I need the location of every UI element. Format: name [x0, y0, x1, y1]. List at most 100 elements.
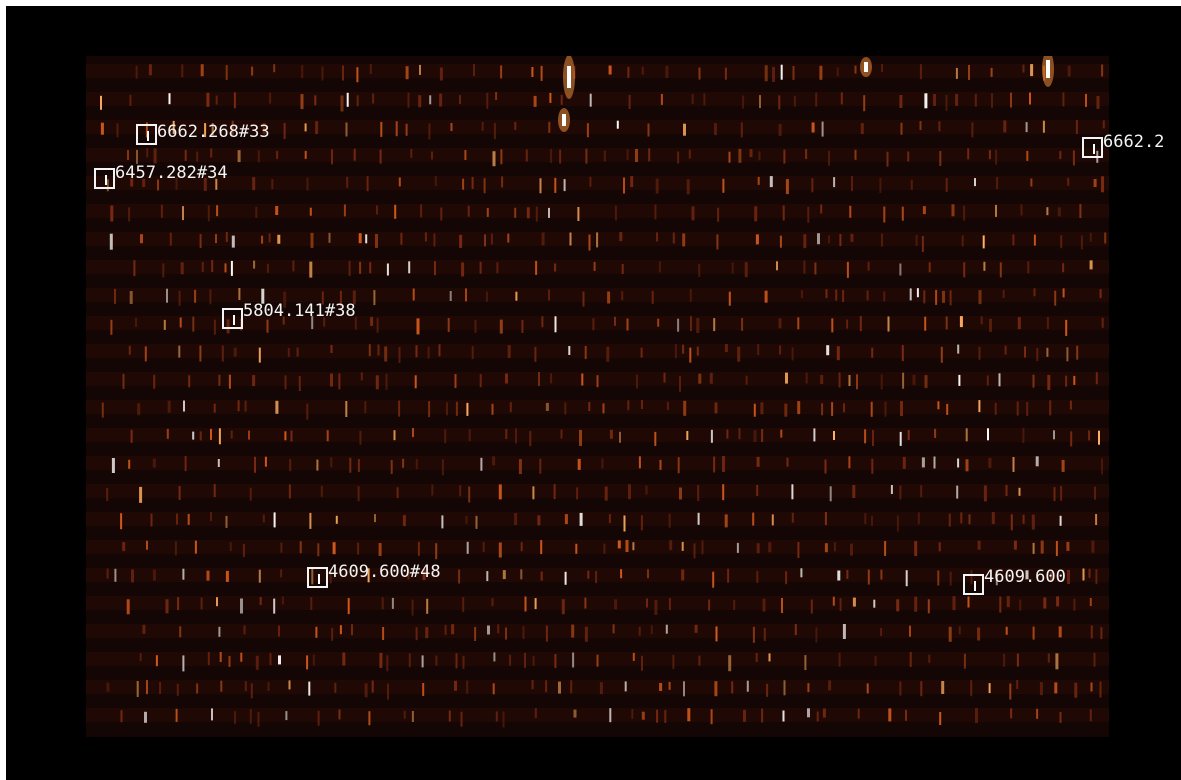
- emission-line: [427, 346, 430, 359]
- emission-line: [259, 597, 262, 605]
- emission-line: [899, 95, 903, 108]
- emission-line: [376, 205, 378, 215]
- annotation-layer: 6662.268#33 6457.282#34 5804.141#38 4609…: [6, 6, 1181, 780]
- emission-line: [945, 94, 948, 111]
- emission-line: [595, 571, 598, 584]
- emission-line: [378, 543, 382, 556]
- emission-line: [1046, 207, 1049, 216]
- emission-line: [290, 430, 293, 442]
- emission-line: [883, 291, 886, 302]
- emission-line: [872, 430, 874, 446]
- emission-line: [914, 596, 918, 612]
- emission-line: [311, 568, 314, 585]
- echelle-order-band: [86, 680, 1109, 694]
- emission-line: [1006, 596, 1010, 608]
- emission-line: [545, 680, 548, 693]
- emission-line: [628, 95, 631, 109]
- emission-line: [330, 457, 333, 468]
- emission-line: [691, 94, 694, 105]
- emission-line: [415, 627, 418, 641]
- emission-line: [990, 67, 993, 77]
- emission-line: [150, 513, 153, 527]
- emission-line: [163, 319, 166, 330]
- emission-line: [521, 319, 524, 333]
- emission-line: [757, 176, 760, 185]
- emission-line: [534, 708, 537, 719]
- emission-line: [713, 318, 716, 332]
- emission-line: [196, 683, 199, 694]
- emission-line: [995, 570, 998, 586]
- emission-line: [758, 151, 761, 161]
- emission-line: [280, 542, 283, 553]
- emission-line: [252, 177, 256, 191]
- emission-line: [237, 150, 241, 163]
- emission-line: [317, 543, 320, 557]
- emission-line: [474, 627, 477, 641]
- emission-line: [824, 543, 828, 553]
- emission-line: [625, 540, 629, 552]
- emission-line: [1066, 541, 1070, 551]
- emission-line: [965, 459, 969, 472]
- emission-line: [486, 207, 489, 217]
- emission-line: [871, 347, 874, 358]
- emission-line: [752, 512, 755, 526]
- emission-line: [589, 176, 592, 187]
- spectrum-image[interactable]: [86, 56, 1109, 737]
- emission-line: [701, 540, 704, 555]
- emission-line: [1025, 122, 1028, 133]
- emission-line: [890, 485, 893, 494]
- emission-line: [554, 177, 557, 193]
- emission-line: [386, 263, 389, 276]
- emission-line: [657, 318, 660, 327]
- emission-line: [621, 264, 624, 274]
- emission-line: [948, 626, 952, 642]
- emission-line: [371, 680, 374, 693]
- emission-line: [659, 683, 663, 691]
- emission-line: [883, 206, 886, 223]
- emission-line: [804, 655, 807, 671]
- emission-line: [1009, 683, 1012, 700]
- emission-line: [498, 542, 502, 558]
- emission-line: [1027, 261, 1030, 274]
- emission-line: [880, 374, 883, 390]
- emission-line: [1004, 345, 1007, 355]
- emission-line: [1075, 120, 1078, 134]
- emission-line: [374, 514, 376, 523]
- emission-line: [866, 683, 869, 694]
- emission-line: [988, 150, 991, 160]
- emission-line: [935, 289, 938, 305]
- emission-line: [924, 316, 927, 331]
- emission-line: [1036, 348, 1039, 361]
- emission-line: [1003, 653, 1006, 667]
- emission-line: [842, 290, 845, 302]
- emission-line: [379, 149, 382, 164]
- emission-line: [210, 428, 212, 440]
- emission-line: [724, 67, 727, 80]
- emission-line: [402, 515, 406, 527]
- echelle-order-band: [86, 344, 1109, 358]
- emission-line: [784, 403, 788, 417]
- marker-box-icon: [963, 574, 984, 595]
- emission-line: [1016, 653, 1019, 667]
- emission-line: [991, 93, 993, 109]
- emission-line: [854, 149, 857, 160]
- line-label: 4609.600: [984, 567, 1066, 587]
- emission-line: [178, 486, 181, 500]
- emission-line: [338, 709, 341, 720]
- emission-line: [178, 345, 181, 358]
- emission-line: [342, 652, 346, 666]
- emission-line: [920, 485, 923, 498]
- emission-line: [828, 235, 830, 244]
- emission-line: [658, 261, 661, 273]
- emission-line: [381, 597, 384, 610]
- image-viewer-frame: 6662.268#33 6457.282#34 5804.141#38 4609…: [6, 6, 1181, 780]
- emission-line: [176, 513, 178, 525]
- emission-line: [638, 626, 641, 636]
- emission-line: [1032, 374, 1035, 388]
- emission-line: [498, 484, 502, 500]
- emission-line: [1059, 151, 1062, 160]
- emission-line: [951, 204, 955, 217]
- emission-line: [554, 654, 557, 668]
- emission-line: [459, 95, 461, 105]
- emission-line: [956, 485, 959, 499]
